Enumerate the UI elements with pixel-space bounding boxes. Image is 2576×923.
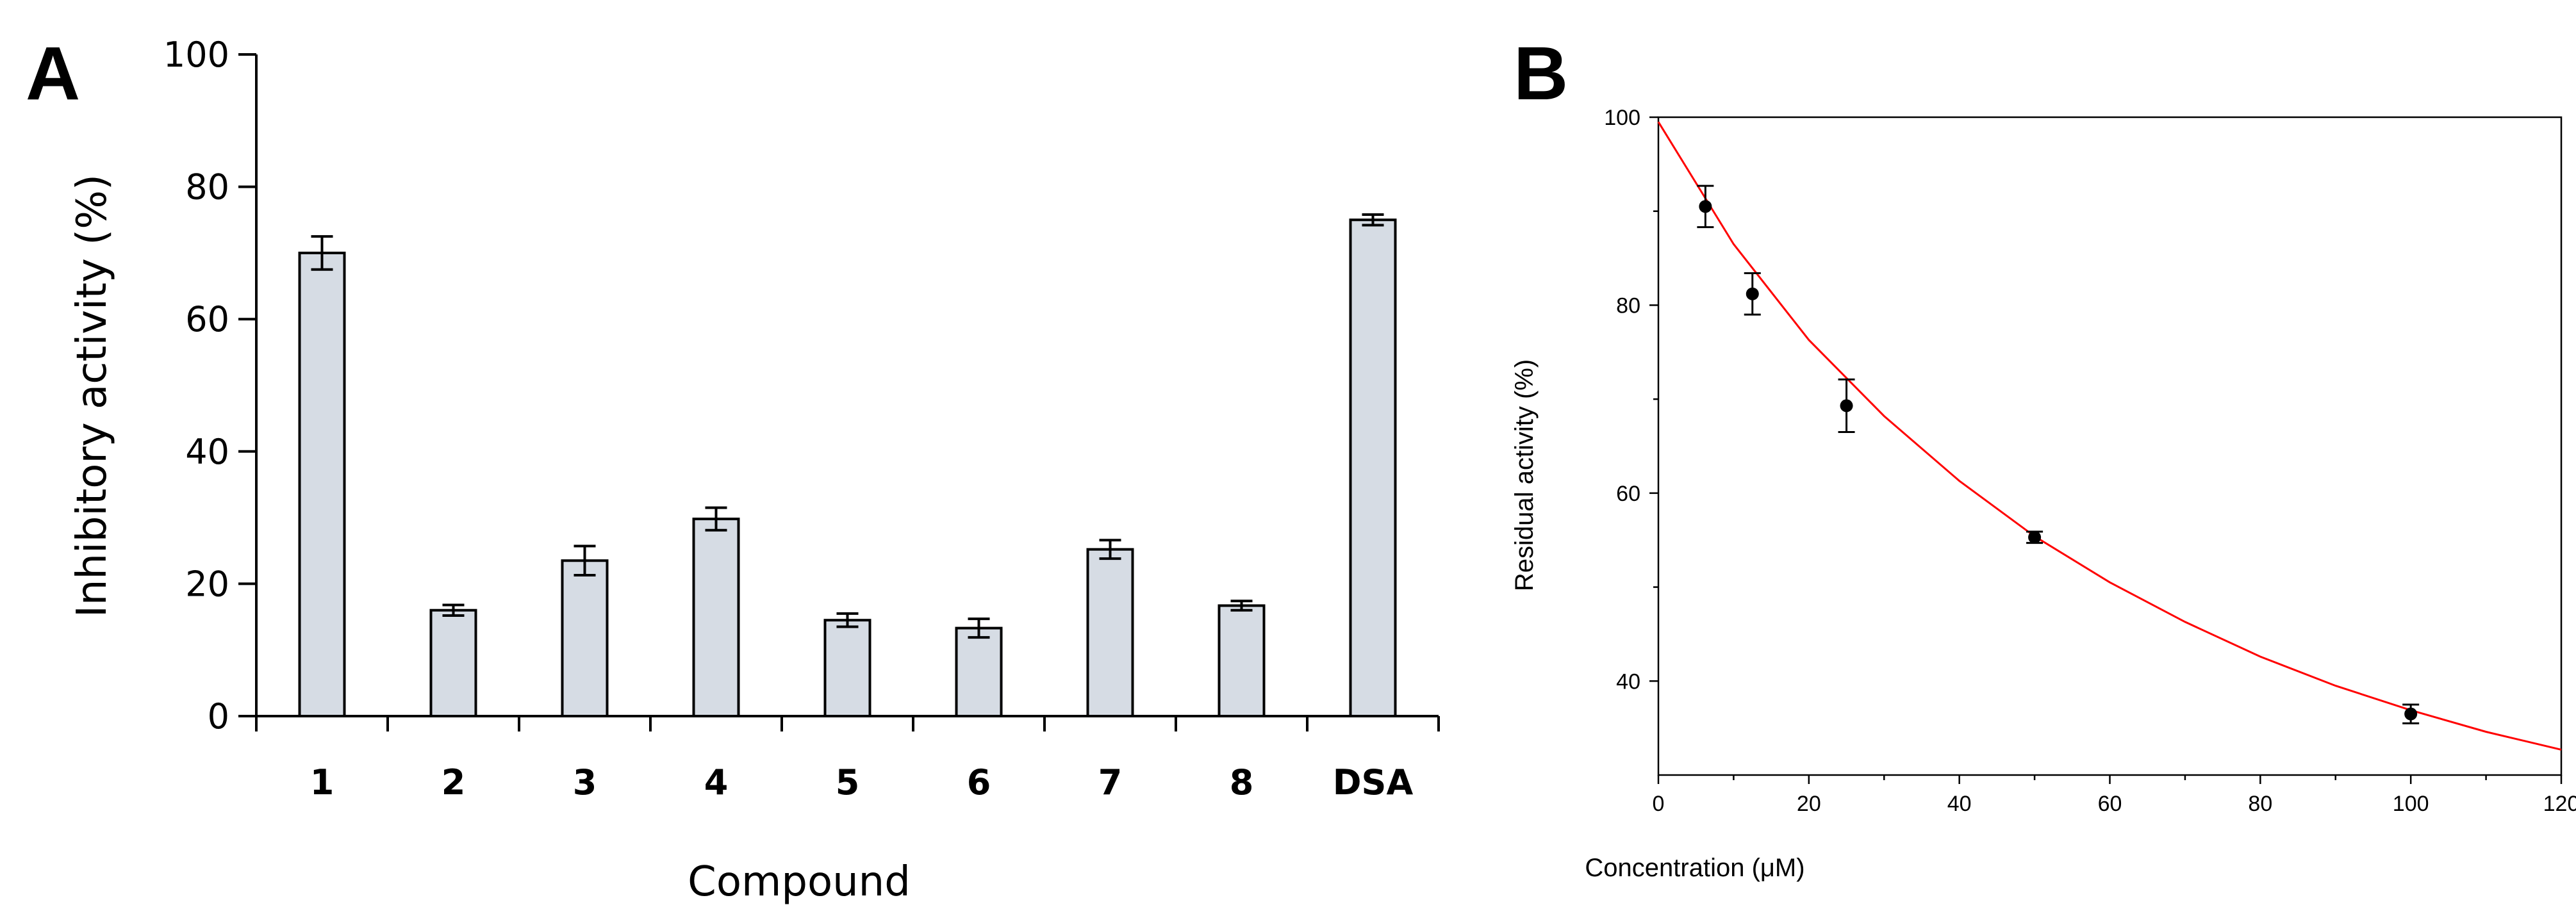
panel-b-data-point bbox=[1840, 399, 1853, 412]
error-bar-compound-4 bbox=[705, 506, 727, 532]
panel-b-y-tick-label: 100 bbox=[1604, 106, 1640, 130]
panel-a-letter: A bbox=[26, 31, 80, 116]
panel-a-y-tick-label: 80 bbox=[185, 167, 229, 208]
panel-a-category-label: 7 bbox=[1098, 762, 1123, 803]
bar-compound-2 bbox=[429, 609, 477, 717]
panel-a-category-label: DSA bbox=[1333, 762, 1414, 803]
panel-b-dose-response-chart: B 0 20 40 60 80 100 120 40 60 80 100 Residual acti… bbox=[1510, 31, 2576, 882]
panel-a-y-tick-label: 100 bbox=[163, 35, 229, 75]
error-bar-compound-6 bbox=[968, 617, 990, 639]
panel-b-letter: B bbox=[1514, 31, 1568, 116]
panel-a-category-label: 2 bbox=[442, 762, 466, 803]
panel-b-data-point bbox=[1699, 200, 1712, 213]
bar-compound-8 bbox=[1218, 604, 1266, 718]
panel-a-bar-chart: A 0 20 40 60 80 100 1 2 3 4 5 6 7 8 DSA Inhibitory act… bbox=[26, 31, 1440, 906]
bar-compound-4 bbox=[692, 518, 740, 718]
error-bar-compound-8 bbox=[1230, 600, 1253, 612]
panel-a-category-label: 6 bbox=[967, 762, 991, 803]
bar-compound-5 bbox=[823, 619, 871, 718]
panel-a-category-label: 5 bbox=[836, 762, 860, 803]
panel-b-x-tick-label: 0 bbox=[1653, 792, 1665, 816]
panel-a-y-axis-label: Inhibitory activity (%) bbox=[69, 174, 116, 617]
panel-b-data-point bbox=[2404, 707, 2418, 721]
panel-a-category-label: 8 bbox=[1230, 762, 1254, 803]
panel-b-y-tick-label: 60 bbox=[1616, 482, 1640, 506]
panel-a-x-axis-label: Compound bbox=[688, 858, 911, 906]
bar-compound-6 bbox=[955, 626, 1003, 718]
panel-b-x-tick-label: 120 bbox=[2543, 792, 2576, 816]
panel-a-y-tick-label: 20 bbox=[185, 564, 229, 604]
panel-b-y-tick-label: 40 bbox=[1616, 669, 1640, 694]
panel-b-x-tick-label: 20 bbox=[1797, 792, 1821, 816]
error-bar-compound-dsa bbox=[1362, 213, 1384, 227]
panel-a-category-label: 1 bbox=[310, 762, 334, 803]
panel-b-x-tick-label: 60 bbox=[2098, 792, 2122, 816]
panel-a-category-label: 4 bbox=[704, 762, 729, 803]
bar-compound-3 bbox=[561, 559, 609, 717]
error-bar-compound-7 bbox=[1099, 539, 1121, 560]
panel-a-y-tick-label: 0 bbox=[208, 696, 229, 737]
panel-b-x-tick-label: 80 bbox=[2248, 792, 2272, 816]
error-bar-compound-5 bbox=[836, 612, 859, 628]
error-bar-compound-1 bbox=[311, 235, 333, 271]
panel-b-data-point bbox=[2028, 530, 2042, 544]
panel-b-y-axis-label: Residual activity (%) bbox=[1510, 359, 1539, 591]
bar-compound-7 bbox=[1086, 548, 1134, 718]
panel-a-category-label: 3 bbox=[573, 762, 597, 803]
panel-b-x-axis-label: Concentration (μM) bbox=[1585, 854, 1804, 882]
panel-b-x-tick-label: 40 bbox=[1947, 792, 1972, 816]
panel-b-y-tick-label: 80 bbox=[1616, 293, 1640, 318]
error-bar-compound-2 bbox=[442, 603, 465, 617]
panel-b-x-tick-label: 100 bbox=[2393, 792, 2429, 816]
panel-a-y-tick-label: 60 bbox=[185, 299, 229, 339]
panel-a-y-tick-label: 40 bbox=[185, 432, 229, 472]
bar-compound-dsa bbox=[1349, 218, 1397, 717]
error-bar-compound-3 bbox=[574, 544, 596, 576]
bar-compound-1 bbox=[298, 251, 346, 717]
panel-b-data-point bbox=[1746, 287, 1759, 300]
